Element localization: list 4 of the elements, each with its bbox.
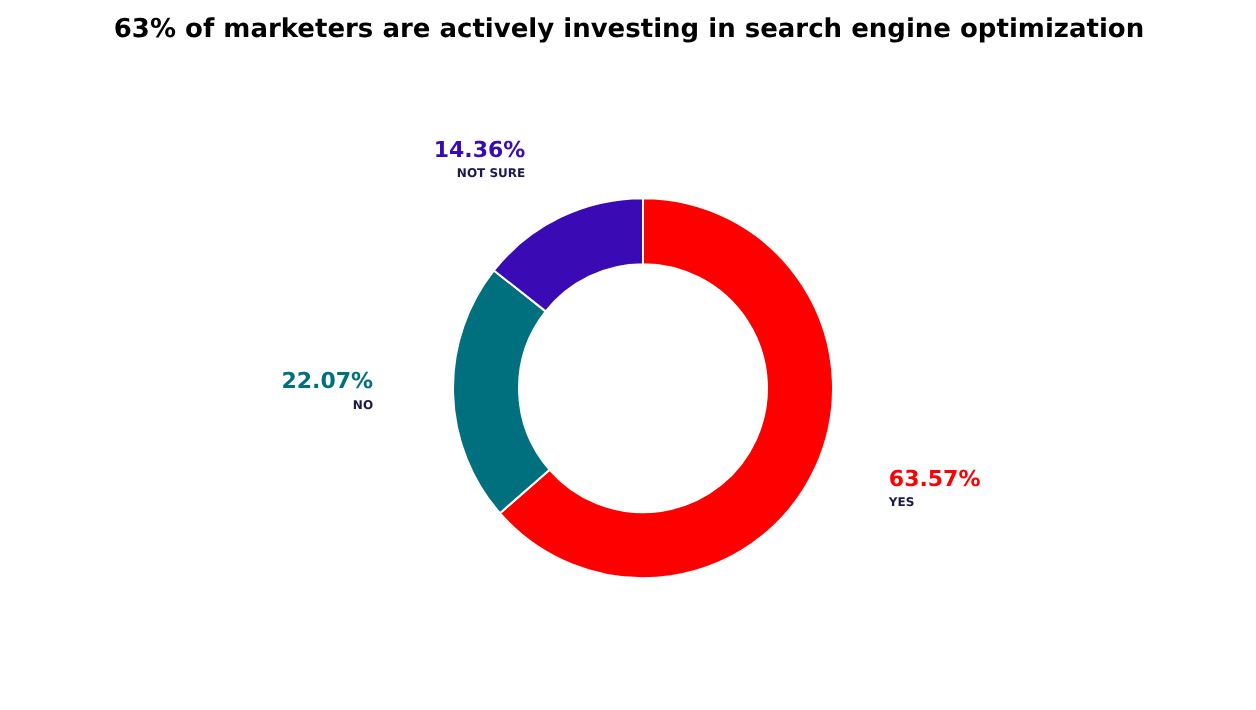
data-label: 63.57% [888, 465, 981, 492]
chart-title: 63% of marketers are actively investing in search engine optimization [113, 15, 1145, 45]
data-label: 22.07% [281, 368, 374, 395]
data-label: 14.36% [433, 137, 526, 164]
